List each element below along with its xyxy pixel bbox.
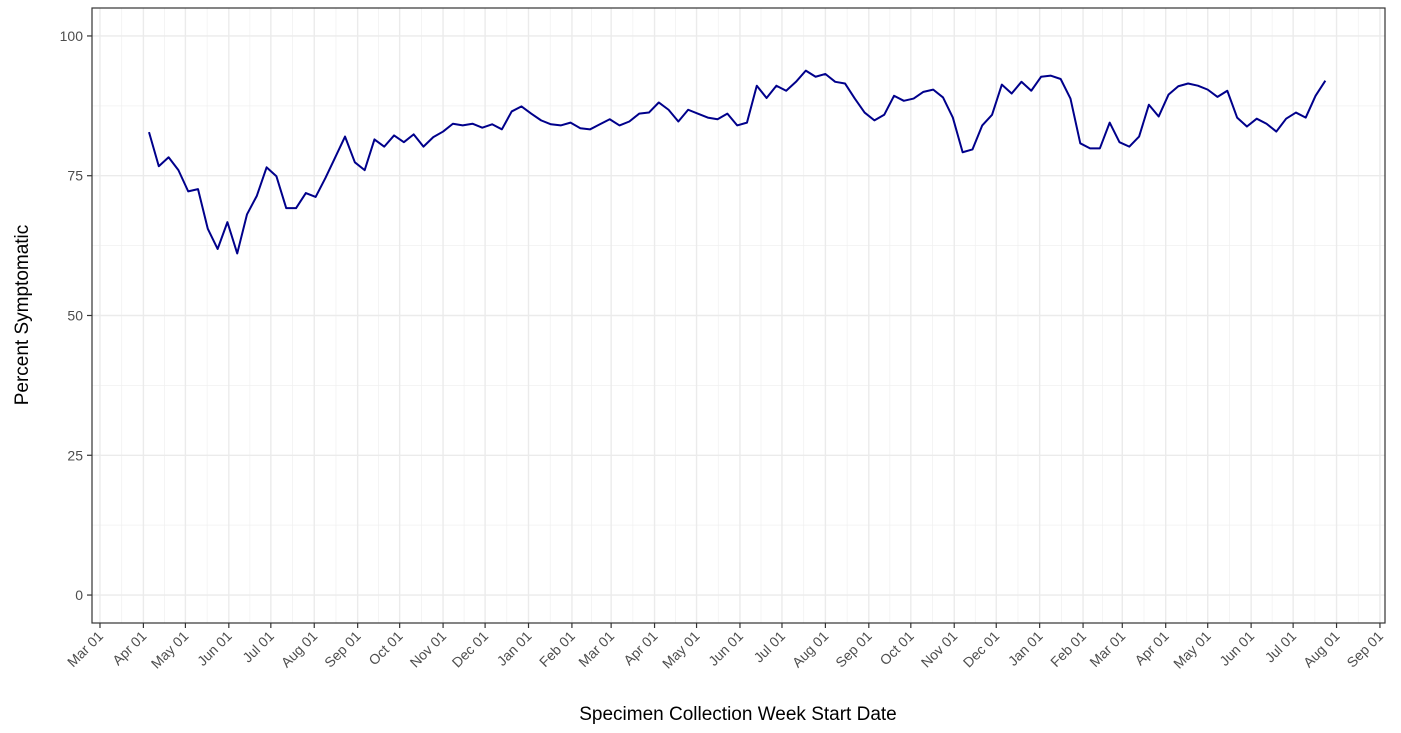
y-tick-label: 100 [60, 28, 84, 44]
x-axis-title: Specimen Collection Week Start Date [579, 704, 897, 725]
y-axis-title: Percent Symptomatic [12, 225, 33, 406]
marks [148, 69, 1327, 255]
y-tick-label: 0 [75, 587, 83, 603]
y-tick-label: 25 [67, 447, 83, 463]
panel-border [91, 7, 1386, 624]
y-tick-label: 50 [67, 308, 83, 324]
data-line [148, 69, 1327, 255]
y-tick-label: 75 [67, 168, 83, 184]
